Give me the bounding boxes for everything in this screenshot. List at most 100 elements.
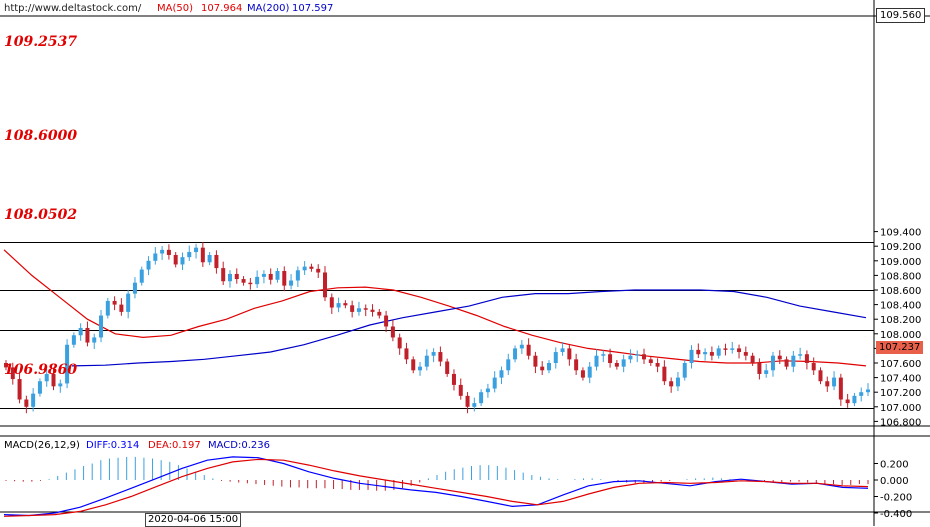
candle-body <box>153 253 158 261</box>
source-url: http://www.deltastock.com/ <box>4 3 142 14</box>
price-tick-label: 109.200 <box>880 242 921 253</box>
candle-body <box>44 373 49 382</box>
price-tick-label: 108.400 <box>880 301 921 312</box>
candle-body <box>764 370 769 374</box>
current-price-tag: 107.237 <box>876 341 924 354</box>
candle-body <box>709 352 714 356</box>
candle-body <box>221 268 226 282</box>
price-tick-label: 108.800 <box>880 271 921 282</box>
candle-body <box>166 249 171 255</box>
candle-body <box>458 384 463 396</box>
candle-body <box>282 271 287 286</box>
price-tick-label: 109.400 <box>880 228 921 239</box>
candle-body <box>261 273 266 277</box>
candle-body <box>750 355 755 363</box>
candle-body <box>723 348 728 350</box>
candle-body <box>71 335 76 345</box>
macd-tick-label: -0.400 <box>880 509 912 520</box>
candle-body <box>621 359 626 367</box>
candle-body <box>37 381 42 394</box>
candle-body <box>859 392 864 396</box>
macd-panel <box>3 456 869 517</box>
price-tick-label: 108.600 <box>880 286 921 297</box>
candle-body <box>445 361 450 374</box>
ma50-value: 107.964 <box>201 3 243 14</box>
candle-body <box>424 355 429 367</box>
candle-body <box>560 348 565 353</box>
candle-body <box>798 354 803 356</box>
price-tick-label: 107.400 <box>880 374 921 385</box>
candle-body <box>194 247 199 253</box>
candle-body <box>540 366 545 371</box>
price-tick-label: 107.200 <box>880 388 921 399</box>
macd-dea-line <box>3 458 869 517</box>
candle-body <box>316 268 321 273</box>
candle-body <box>811 363 816 371</box>
ma50-label: MA(50) <box>157 3 193 14</box>
candle-body <box>241 279 246 283</box>
candle-body <box>628 355 633 360</box>
candle-body <box>390 326 395 338</box>
candle-body <box>397 337 402 349</box>
candle-body <box>370 309 375 312</box>
candle-body <box>574 359 579 371</box>
price-axis: 109.400 109.200 109.000 108.800 108.600 108.4… <box>874 228 921 428</box>
candle-body <box>99 315 104 338</box>
candle-body <box>492 377 497 389</box>
candle-body <box>411 359 416 371</box>
candle-body <box>519 344 524 349</box>
candle-body <box>818 370 823 382</box>
macd-dea: DEA:0.197 <box>148 440 201 451</box>
macd-axis: 0.200 0.000 -0.200 -0.400 <box>874 460 912 520</box>
candle-body <box>472 403 477 407</box>
candle-body <box>703 352 708 355</box>
level-label-1: 109.2537 <box>4 34 78 50</box>
candle-body <box>689 349 694 363</box>
candle-body <box>438 352 443 362</box>
candle-body <box>323 272 328 298</box>
candle-body <box>207 254 212 263</box>
candle-body <box>506 359 511 371</box>
macd-tick-label: 0.000 <box>880 476 909 487</box>
candle-body <box>329 297 334 308</box>
candle-body <box>275 271 280 280</box>
candle-body <box>126 293 131 312</box>
candle-body <box>31 393 36 407</box>
candle-body <box>513 348 518 360</box>
candle-body <box>832 377 837 387</box>
candle-body <box>418 366 423 371</box>
candle-body <box>655 363 660 367</box>
candle-body <box>384 315 389 327</box>
candle-body <box>635 354 640 356</box>
candle-body <box>757 363 762 374</box>
macd-tick-label: -0.200 <box>880 493 912 504</box>
candle-body <box>716 348 721 356</box>
top-price-tag: 109.560 <box>876 8 926 23</box>
candle-body <box>866 389 870 393</box>
candle-body <box>614 363 619 367</box>
candle-body <box>356 308 361 312</box>
candle-body <box>363 308 368 310</box>
candle-body <box>404 348 409 360</box>
candle-body <box>465 395 470 407</box>
candle-body <box>784 359 789 367</box>
candle-body <box>309 266 314 269</box>
candle-body <box>682 363 687 378</box>
candle-body <box>845 399 850 404</box>
level-lines <box>0 242 874 409</box>
candle-body <box>451 373 456 385</box>
candle-body <box>601 354 606 356</box>
candle-body <box>146 260 151 270</box>
level-label-2: 108.6000 <box>4 128 78 144</box>
candle-body <box>648 359 653 363</box>
candle-body <box>248 282 253 285</box>
ma200-value: 107.597 <box>292 3 334 14</box>
level-label-4: 106.9860 <box>4 362 78 378</box>
candle-body <box>825 381 830 387</box>
candle-body <box>180 257 185 265</box>
candle-body <box>24 399 29 407</box>
candle-body <box>85 327 90 343</box>
candle-body <box>58 383 63 387</box>
